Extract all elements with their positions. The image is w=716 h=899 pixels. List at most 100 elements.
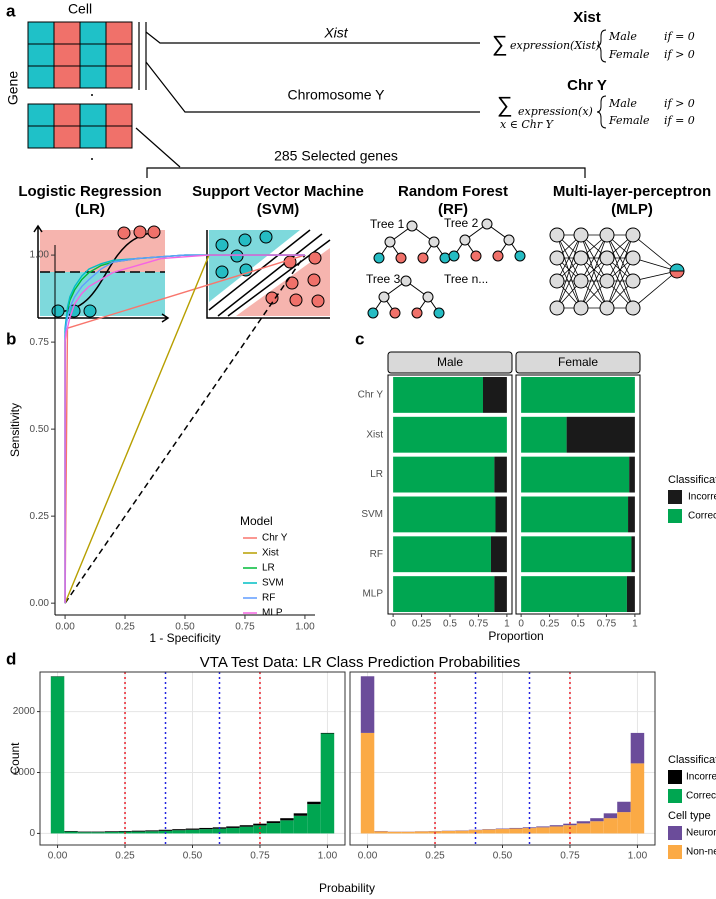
mlp-node (573, 300, 589, 316)
model-abbr: (RF) (438, 201, 468, 218)
gene-cell (27, 103, 55, 127)
gene-cell (79, 103, 107, 127)
legend-label: LR (262, 563, 275, 574)
mlp-node (599, 250, 615, 266)
histogram-bar (387, 831, 402, 834)
x-tick-label: 0.50 (175, 622, 195, 633)
bar (494, 456, 507, 493)
tree-node (439, 252, 451, 264)
histogram-bar (307, 804, 321, 834)
bar (393, 496, 496, 533)
formula-male: Male (608, 30, 637, 43)
bar (490, 536, 507, 573)
x-axis-title: 1 - Specificity (149, 631, 220, 645)
x-tick-label: 0.25 (412, 619, 432, 630)
x-tick-label: 1.00 (628, 851, 648, 862)
legend-key (668, 826, 682, 840)
histogram-bar (482, 829, 496, 834)
histogram-bar (64, 831, 78, 834)
histogram-bar (266, 823, 281, 834)
tree-node (459, 234, 471, 246)
bar (393, 416, 507, 453)
histogram-bar (374, 831, 388, 834)
x-tick-label: 1.00 (295, 622, 315, 633)
x-tick-label: 1 (632, 619, 638, 630)
gene-cell (79, 21, 107, 45)
tree-node (417, 252, 429, 264)
histogram-bar (77, 831, 92, 833)
genes-path-label: 285 Selected genes (274, 148, 398, 164)
histogram-bar (468, 830, 483, 834)
legend-label: Chr Y (262, 533, 288, 544)
tree-node (395, 252, 407, 264)
x-tick-label: 0.00 (48, 851, 68, 862)
tree-node (411, 307, 423, 319)
mlp-node (625, 227, 641, 243)
histogram-bar (199, 827, 213, 830)
gene-cell (53, 21, 81, 45)
tree-node (389, 307, 401, 319)
histogram-bar (401, 831, 415, 834)
histogram-bar (590, 821, 604, 834)
histogram-bar (536, 826, 550, 828)
gene-cell (27, 125, 55, 149)
mlp-node (599, 273, 615, 289)
histogram-bar (77, 832, 92, 834)
mlp-node (599, 300, 615, 316)
model-abbr: (LR) (75, 201, 105, 218)
x-tick-label: 0.5 (571, 619, 585, 630)
model-name: Support Vector Machine (192, 183, 364, 200)
chart-title: VTA Test Data: LR Class Prediction Proba… (200, 654, 520, 671)
gene-cell (27, 43, 55, 67)
x-tick-label: 0.00 (358, 851, 378, 862)
panel-label: d (6, 649, 16, 668)
mlp-edge (632, 270, 678, 282)
tree-node (448, 250, 460, 262)
mlp-edge (556, 257, 582, 309)
gene-cell (27, 65, 55, 89)
x-tick-label: 0.50 (493, 851, 513, 862)
histogram-bar (509, 827, 523, 829)
histogram-bar (360, 732, 375, 834)
histogram-bar (441, 830, 456, 834)
histogram-bar (253, 823, 267, 826)
histogram-bar (91, 831, 105, 833)
mlp-edge (580, 234, 608, 282)
mlp-edge (632, 234, 678, 272)
panel-label: a (6, 1, 16, 20)
tree-label: Tree 3 (366, 272, 401, 286)
gene-cell (53, 125, 81, 149)
histogram-bar (307, 801, 321, 805)
category-label: SVM (361, 509, 383, 520)
histogram-bar (293, 815, 308, 834)
mlp-node (573, 273, 589, 289)
bar (393, 376, 483, 413)
histogram-bar (293, 813, 308, 816)
tree-node (428, 236, 440, 248)
x-tick-label: 0.50 (183, 851, 203, 862)
bar (521, 376, 635, 413)
reference-line (64, 254, 306, 604)
gene-cell (79, 43, 107, 67)
histogram-bar (630, 763, 645, 834)
tree-node (378, 291, 390, 303)
facet-strip (387, 351, 513, 374)
mlp-edge (580, 257, 608, 309)
brace (596, 29, 607, 63)
tree-node (470, 250, 482, 262)
histogram-bar (145, 830, 159, 832)
formula-expr: expression(x) (518, 105, 593, 118)
histogram-bar (226, 827, 240, 834)
chry-title: Chr Y (567, 77, 607, 94)
mlp-icon (549, 227, 685, 316)
histogram-bar (320, 733, 335, 834)
x-tick-label: 0.5 (443, 619, 457, 630)
x-tick-label: 0 (518, 619, 524, 630)
x-tick-label: 0.75 (250, 851, 270, 862)
histogram-bar (509, 828, 523, 834)
bar (566, 416, 635, 453)
tree-node (503, 234, 515, 246)
y-tick-label: 0.00 (30, 598, 50, 609)
histogram-bar (280, 818, 294, 821)
mlp-node (625, 300, 641, 316)
